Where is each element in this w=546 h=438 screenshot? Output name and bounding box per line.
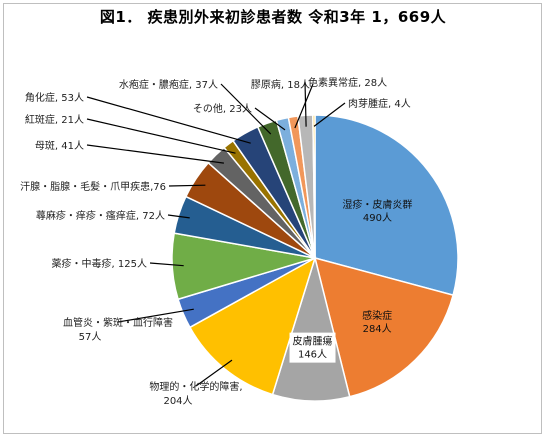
slice-label-2: 感染症 [362,309,392,322]
slice-label-12: 水疱症・膿疱症, 37人 [119,78,218,91]
leader-line-5 [117,308,194,323]
pie-slice-2 [313,256,455,398]
slice-value-2: 284人 [363,323,392,335]
pie-slice-16 [312,114,316,259]
slice-value-5: 57人 [79,331,102,343]
slice-label-4: 物理的・化学的障害, [149,380,242,393]
leader-line-4 [195,359,233,387]
pie-slice-1 [314,114,459,297]
slice-label-10: 紅斑症, 21人 [25,113,84,126]
slice-label-14: 膠原病, 18人 [251,78,310,91]
leader-line-13 [254,107,286,131]
slice-label-16: 肉芽腫症, 4人 [348,97,411,110]
slice-label-11: 角化症, 53人 [25,91,84,104]
pie-slice-4 [188,256,317,396]
slice-label-15: 色素異常症, 28人 [308,76,387,89]
leader-line-12 [220,83,272,135]
slice-label-3: 皮膚腫瘍 [293,335,333,348]
leader-line-11 [86,96,251,144]
leader-line-7 [167,214,190,219]
slice-label-9: 母斑, 41人 [35,139,84,152]
slice-label-13: その他, 23人 [193,102,252,115]
slice-label-7: 蕁麻疹・痒疹・瘙痒症, 72人 [36,209,165,222]
slice-label-5: 血管炎・紫斑・血行障害 [63,316,173,329]
leader-line-9 [86,144,224,164]
slice-value-3: 146人 [298,349,327,361]
slice-label-1: 湿疹・皮膚炎群 [342,198,412,211]
leader-line-16 [313,102,346,127]
slice-value-1: 490人 [363,212,392,224]
slice-value-4: 204人 [163,395,192,407]
leader-line-15 [304,81,307,127]
slice-label-8: 汗腺・脂腺・毛髪・爪甲疾患,76 [20,180,166,193]
slice-label-box-3 [289,332,336,363]
leader-line-8 [168,184,206,187]
leader-line-14 [294,83,314,129]
leader-line-10 [86,118,236,154]
leader-line-6 [149,262,184,267]
slice-label-6: 薬疹・中毒疹, 125人 [52,257,147,270]
chart-title: 図1． 疾患別外来初診患者数 令和3年 1，669人 [99,8,447,26]
